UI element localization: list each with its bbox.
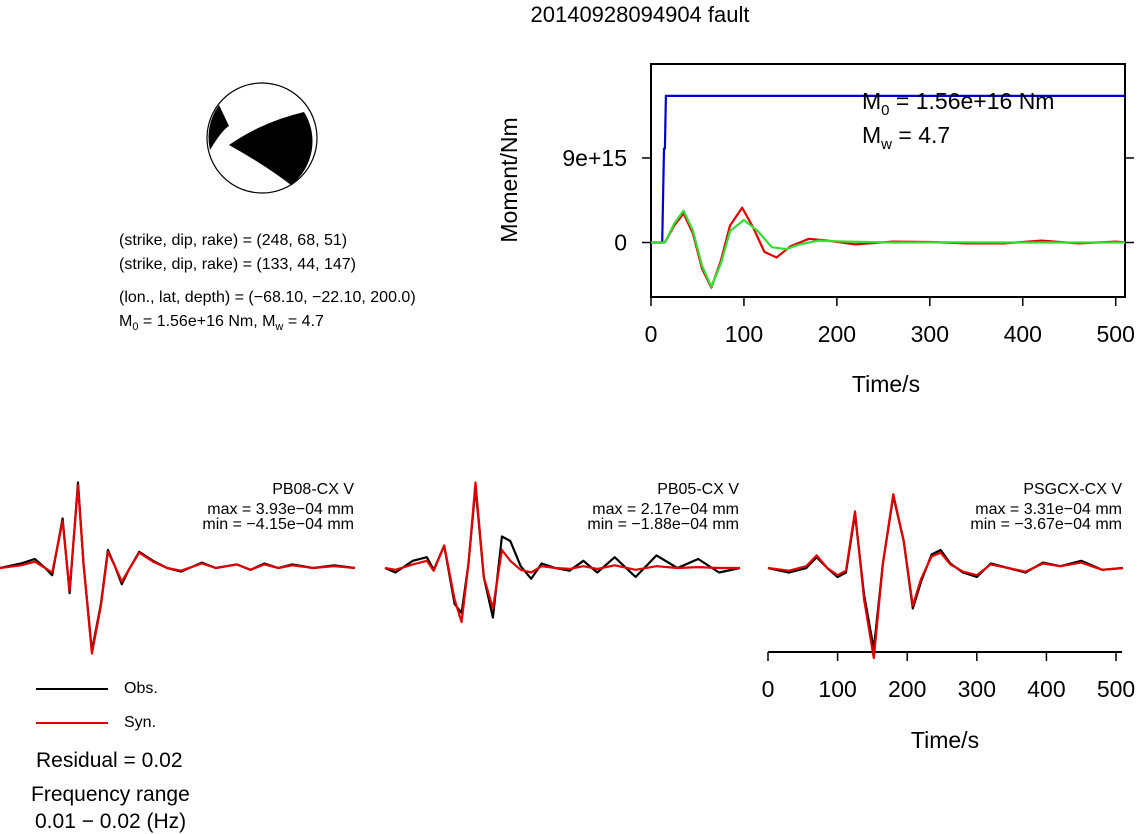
moment-m0-annotation: M0 = 1.56e+16 Nm <box>862 88 1054 119</box>
beachball-compressional-quadrant-large <box>229 112 313 185</box>
moment-mw-annotation: Mw = 4.7 <box>862 122 950 153</box>
series-line-syn <box>767 493 1124 660</box>
page-title: 20140928094904 fault <box>530 2 750 27</box>
x-tick-label: 200 <box>888 676 926 702</box>
x-tick-label: 400 <box>1004 321 1042 347</box>
moment-magnitude-text: M0 = 1.56e+16 Nm, Mw = 4.7 <box>119 313 324 334</box>
station-label: PB08-CX V <box>272 481 354 498</box>
y-tick-label: 9e+15 <box>562 145 627 171</box>
station-label: PSGCX-CX V <box>1023 481 1122 498</box>
series-line-syn <box>384 481 740 624</box>
location-depth-text: (lon., lat, depth) = (−68.10, −22.10, 20… <box>119 289 416 306</box>
moment-x-axis-label: Time/s <box>852 371 920 397</box>
x-tick-label: 200 <box>818 321 856 347</box>
max-amplitude-label: max = 3.31e−04 mm <box>975 501 1122 518</box>
moment-y-axis-label: Moment/Nm <box>496 117 522 242</box>
waveform-panel-pb08: PB08-CX V max = 3.93e−04 mm min = −4.15e… <box>0 481 356 655</box>
waveform-panel-pb05: PB05-CX V max = 2.17e−04 mm min = −1.88e… <box>384 481 741 624</box>
x-tick-label: 100 <box>725 321 763 347</box>
x-tick-label: 300 <box>958 676 996 702</box>
moment-rate-plot: 0 100 200 300 400 500 0 9e+15 Time/s Moment/Nm… <box>496 63 1135 397</box>
legend-syn-line <box>36 722 108 724</box>
nodal-plane-2-text: (strike, dip, rake) = (133, 44, 147) <box>119 256 356 273</box>
frequency-range-label: Frequency range <box>31 783 190 806</box>
x-tick-label: 100 <box>818 676 856 702</box>
min-amplitude-label: min = −1.88e−04 mm <box>587 516 739 533</box>
station-label: PB05-CX V <box>657 481 739 498</box>
x-tick-label: 500 <box>1097 676 1135 702</box>
series-line-2 <box>651 209 1125 288</box>
min-amplitude-label: min = −3.67e−04 mm <box>970 516 1122 533</box>
waveform-x-ticks: 0 100 200 300 400 500 <box>762 652 1135 702</box>
waveform-x-axis-label: Time/s <box>911 727 979 753</box>
nodal-plane-1-text: (strike, dip, rake) = (248, 68, 51) <box>119 232 348 249</box>
waveform-panel-psgcx: PSGCX-CX V max = 3.31e−04 mm min = −3.67… <box>762 481 1136 753</box>
y-tick-label: 0 <box>614 230 627 256</box>
frequency-range-value: 0.01 − 0.02 (Hz) <box>35 810 187 833</box>
moment-series-group <box>651 94 1126 289</box>
moment-y-ticks: 0 9e+15 <box>562 145 1134 256</box>
series-line-syn <box>0 484 356 655</box>
legend-obs-label: Obs. <box>124 680 158 697</box>
min-amplitude-label: min = −4.15e−04 mm <box>202 516 354 533</box>
focal-mechanism-beachball <box>206 82 318 194</box>
moment-x-ticks: 0 100 200 300 400 500 <box>645 297 1135 347</box>
legend-obs-line <box>36 688 108 690</box>
series-line-1 <box>651 206 1126 289</box>
max-amplitude-label: max = 2.17e−04 mm <box>592 501 739 518</box>
moment-plot-frame <box>650 63 1126 298</box>
x-tick-label: 0 <box>762 676 775 702</box>
x-tick-label: 0 <box>645 321 658 347</box>
residual-text: Residual = 0.02 <box>36 749 183 772</box>
x-tick-label: 400 <box>1027 676 1065 702</box>
legend-syn-label: Syn. <box>124 714 157 731</box>
x-tick-label: 300 <box>911 321 949 347</box>
x-tick-label: 500 <box>1097 321 1135 347</box>
beachball-compressional-quadrant-small <box>208 105 229 150</box>
max-amplitude-label: max = 3.93e−04 mm <box>207 501 354 518</box>
